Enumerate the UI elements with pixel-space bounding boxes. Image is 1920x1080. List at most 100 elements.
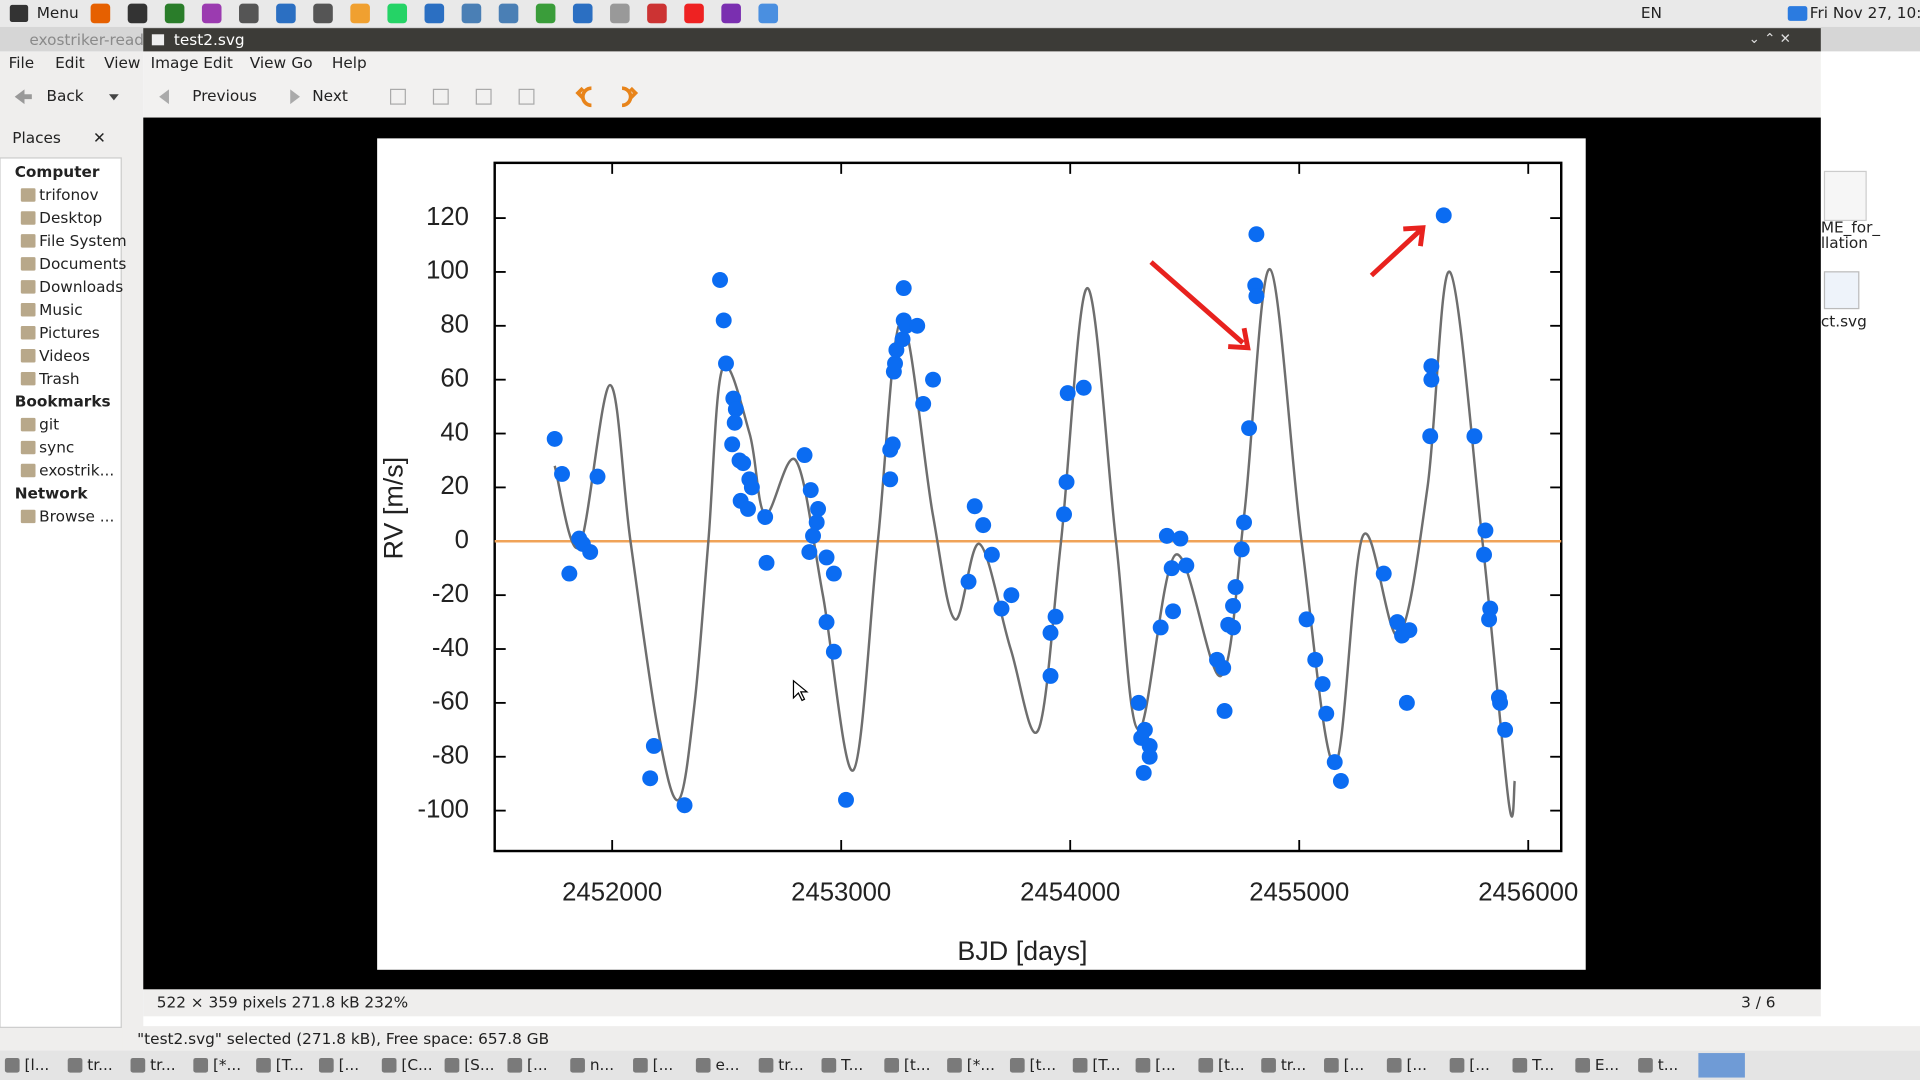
data-point — [642, 770, 659, 787]
data-point — [1318, 705, 1335, 722]
task-button[interactable]: tr... — [87, 1056, 112, 1074]
task-button[interactable]: [C... — [401, 1056, 432, 1074]
app-icon[interactable] — [164, 3, 185, 24]
task-button[interactable]: t... — [1658, 1056, 1679, 1074]
task-button[interactable]: [t... — [904, 1056, 931, 1074]
places-button[interactable]: Places — [12, 129, 61, 147]
task-icon — [1072, 1057, 1088, 1073]
menu-item[interactable]: View — [250, 54, 286, 72]
app-icon[interactable] — [90, 3, 111, 24]
data-point — [1158, 527, 1175, 544]
menu-item[interactable]: File — [9, 54, 35, 72]
sidebar-item[interactable]: Pictures — [39, 324, 100, 342]
sidebar-item[interactable]: Browse ... — [39, 508, 114, 526]
task-button[interactable]: T... — [840, 1056, 863, 1074]
menu-item[interactable]: Edit — [203, 54, 233, 72]
app-icon[interactable] — [758, 3, 779, 24]
task-button[interactable]: [... — [1406, 1056, 1427, 1074]
file-label[interactable]: ME_for_ — [1821, 218, 1881, 237]
data-point — [838, 791, 854, 808]
app-icon[interactable] — [313, 3, 333, 24]
close-sidebar[interactable]: ✕ — [93, 129, 106, 147]
sidebar-item[interactable]: trifonov — [39, 186, 98, 204]
app-icon[interactable] — [276, 3, 296, 24]
task-button[interactable]: [... — [653, 1056, 674, 1074]
app-icon[interactable] — [498, 3, 519, 24]
sidebar-item[interactable]: Music — [39, 301, 83, 319]
back-button[interactable]: Back — [47, 87, 84, 105]
sidebar-item[interactable]: Downloads — [39, 278, 123, 296]
app-icon[interactable] — [461, 3, 482, 24]
task-button[interactable]: [T... — [276, 1056, 304, 1074]
task-button[interactable]: [... — [1155, 1056, 1176, 1074]
data-point — [810, 500, 827, 517]
app-icon[interactable] — [572, 3, 593, 24]
menu-item[interactable]: Edit — [55, 54, 85, 72]
sidebar-item[interactable]: Desktop — [39, 209, 102, 227]
fm-title: exostriker-ready — [29, 31, 153, 49]
back-icon — [14, 89, 32, 105]
task-button[interactable]: [... — [1469, 1056, 1490, 1074]
task-button[interactable]: tr... — [778, 1056, 803, 1074]
sidebar-item[interactable]: exostrik... — [39, 462, 114, 480]
file-label[interactable]: llation — [1821, 234, 1868, 252]
file-label[interactable]: ct.svg — [1821, 313, 1867, 331]
language[interactable]: EN — [1641, 4, 1662, 22]
app-icon[interactable] — [610, 3, 630, 24]
task-icon — [1198, 1057, 1214, 1073]
sidebar-item[interactable]: Videos — [39, 347, 90, 365]
task-button[interactable]: T... — [1531, 1056, 1554, 1074]
app-icon[interactable] — [239, 3, 259, 24]
previous-button[interactable]: Previous — [192, 87, 257, 105]
data-point — [1298, 611, 1315, 628]
task-button[interactable]: [t... — [1218, 1056, 1245, 1074]
menu-item[interactable]: View — [104, 54, 140, 72]
task-icon — [884, 1057, 900, 1073]
sidebar-item[interactable]: sync — [39, 439, 74, 457]
app-icon[interactable] — [721, 3, 741, 24]
task-button[interactable]: tr... — [150, 1056, 175, 1074]
sidebar-item[interactable]: git — [39, 416, 59, 434]
folder-icon — [20, 280, 36, 294]
app-icon[interactable] — [350, 3, 370, 24]
task-button[interactable]: [... — [339, 1056, 360, 1074]
data-point — [726, 414, 743, 431]
next-button[interactable]: Next — [312, 87, 348, 105]
app-icon[interactable] — [201, 3, 222, 24]
folder-icon — [20, 463, 36, 478]
sidebar-item[interactable]: File System — [39, 232, 127, 250]
task-button[interactable]: tr... — [1281, 1056, 1306, 1074]
task-button[interactable]: [... — [1344, 1056, 1365, 1074]
active-task — [1698, 1053, 1745, 1078]
app-icon[interactable] — [127, 3, 148, 24]
y-tick-label: 20 — [440, 472, 469, 500]
app-icon[interactable] — [684, 3, 704, 24]
task-button[interactable]: E... — [1595, 1056, 1619, 1074]
task-button[interactable]: e... — [715, 1056, 739, 1074]
window-controls[interactable]: ⌄ ⌃ ✕ — [1749, 32, 1791, 47]
task-button[interactable]: [l... — [24, 1056, 49, 1074]
clock[interactable]: Fri Nov 27, 10:17 — [1810, 4, 1920, 22]
task-button[interactable]: [*... — [967, 1056, 995, 1074]
data-point — [1152, 619, 1169, 636]
rotate-right[interactable] — [621, 86, 639, 108]
task-button[interactable]: [S... — [464, 1056, 494, 1074]
sidebar-item[interactable]: Trash — [38, 370, 79, 388]
sidebar-item[interactable]: Documents — [39, 255, 126, 273]
rotate-left[interactable] — [575, 86, 592, 108]
menu-item[interactable]: Image — [151, 54, 199, 72]
app-icon[interactable] — [535, 3, 556, 24]
task-button[interactable]: n... — [590, 1056, 614, 1074]
zoom-buttons — [390, 88, 535, 105]
menu-item[interactable]: Go — [291, 54, 312, 72]
menu-item[interactable]: Help — [332, 54, 367, 72]
task-button[interactable]: [... — [527, 1056, 548, 1074]
task-button[interactable]: [*... — [213, 1056, 241, 1074]
task-button[interactable]: [T... — [1092, 1056, 1120, 1074]
app-icon[interactable] — [387, 3, 408, 24]
folder-icon — [20, 417, 36, 432]
task-button[interactable]: [t... — [1030, 1056, 1057, 1074]
app-icon[interactable] — [424, 3, 445, 24]
menu-button[interactable]: Menu — [37, 4, 79, 22]
app-icon[interactable] — [647, 3, 667, 24]
